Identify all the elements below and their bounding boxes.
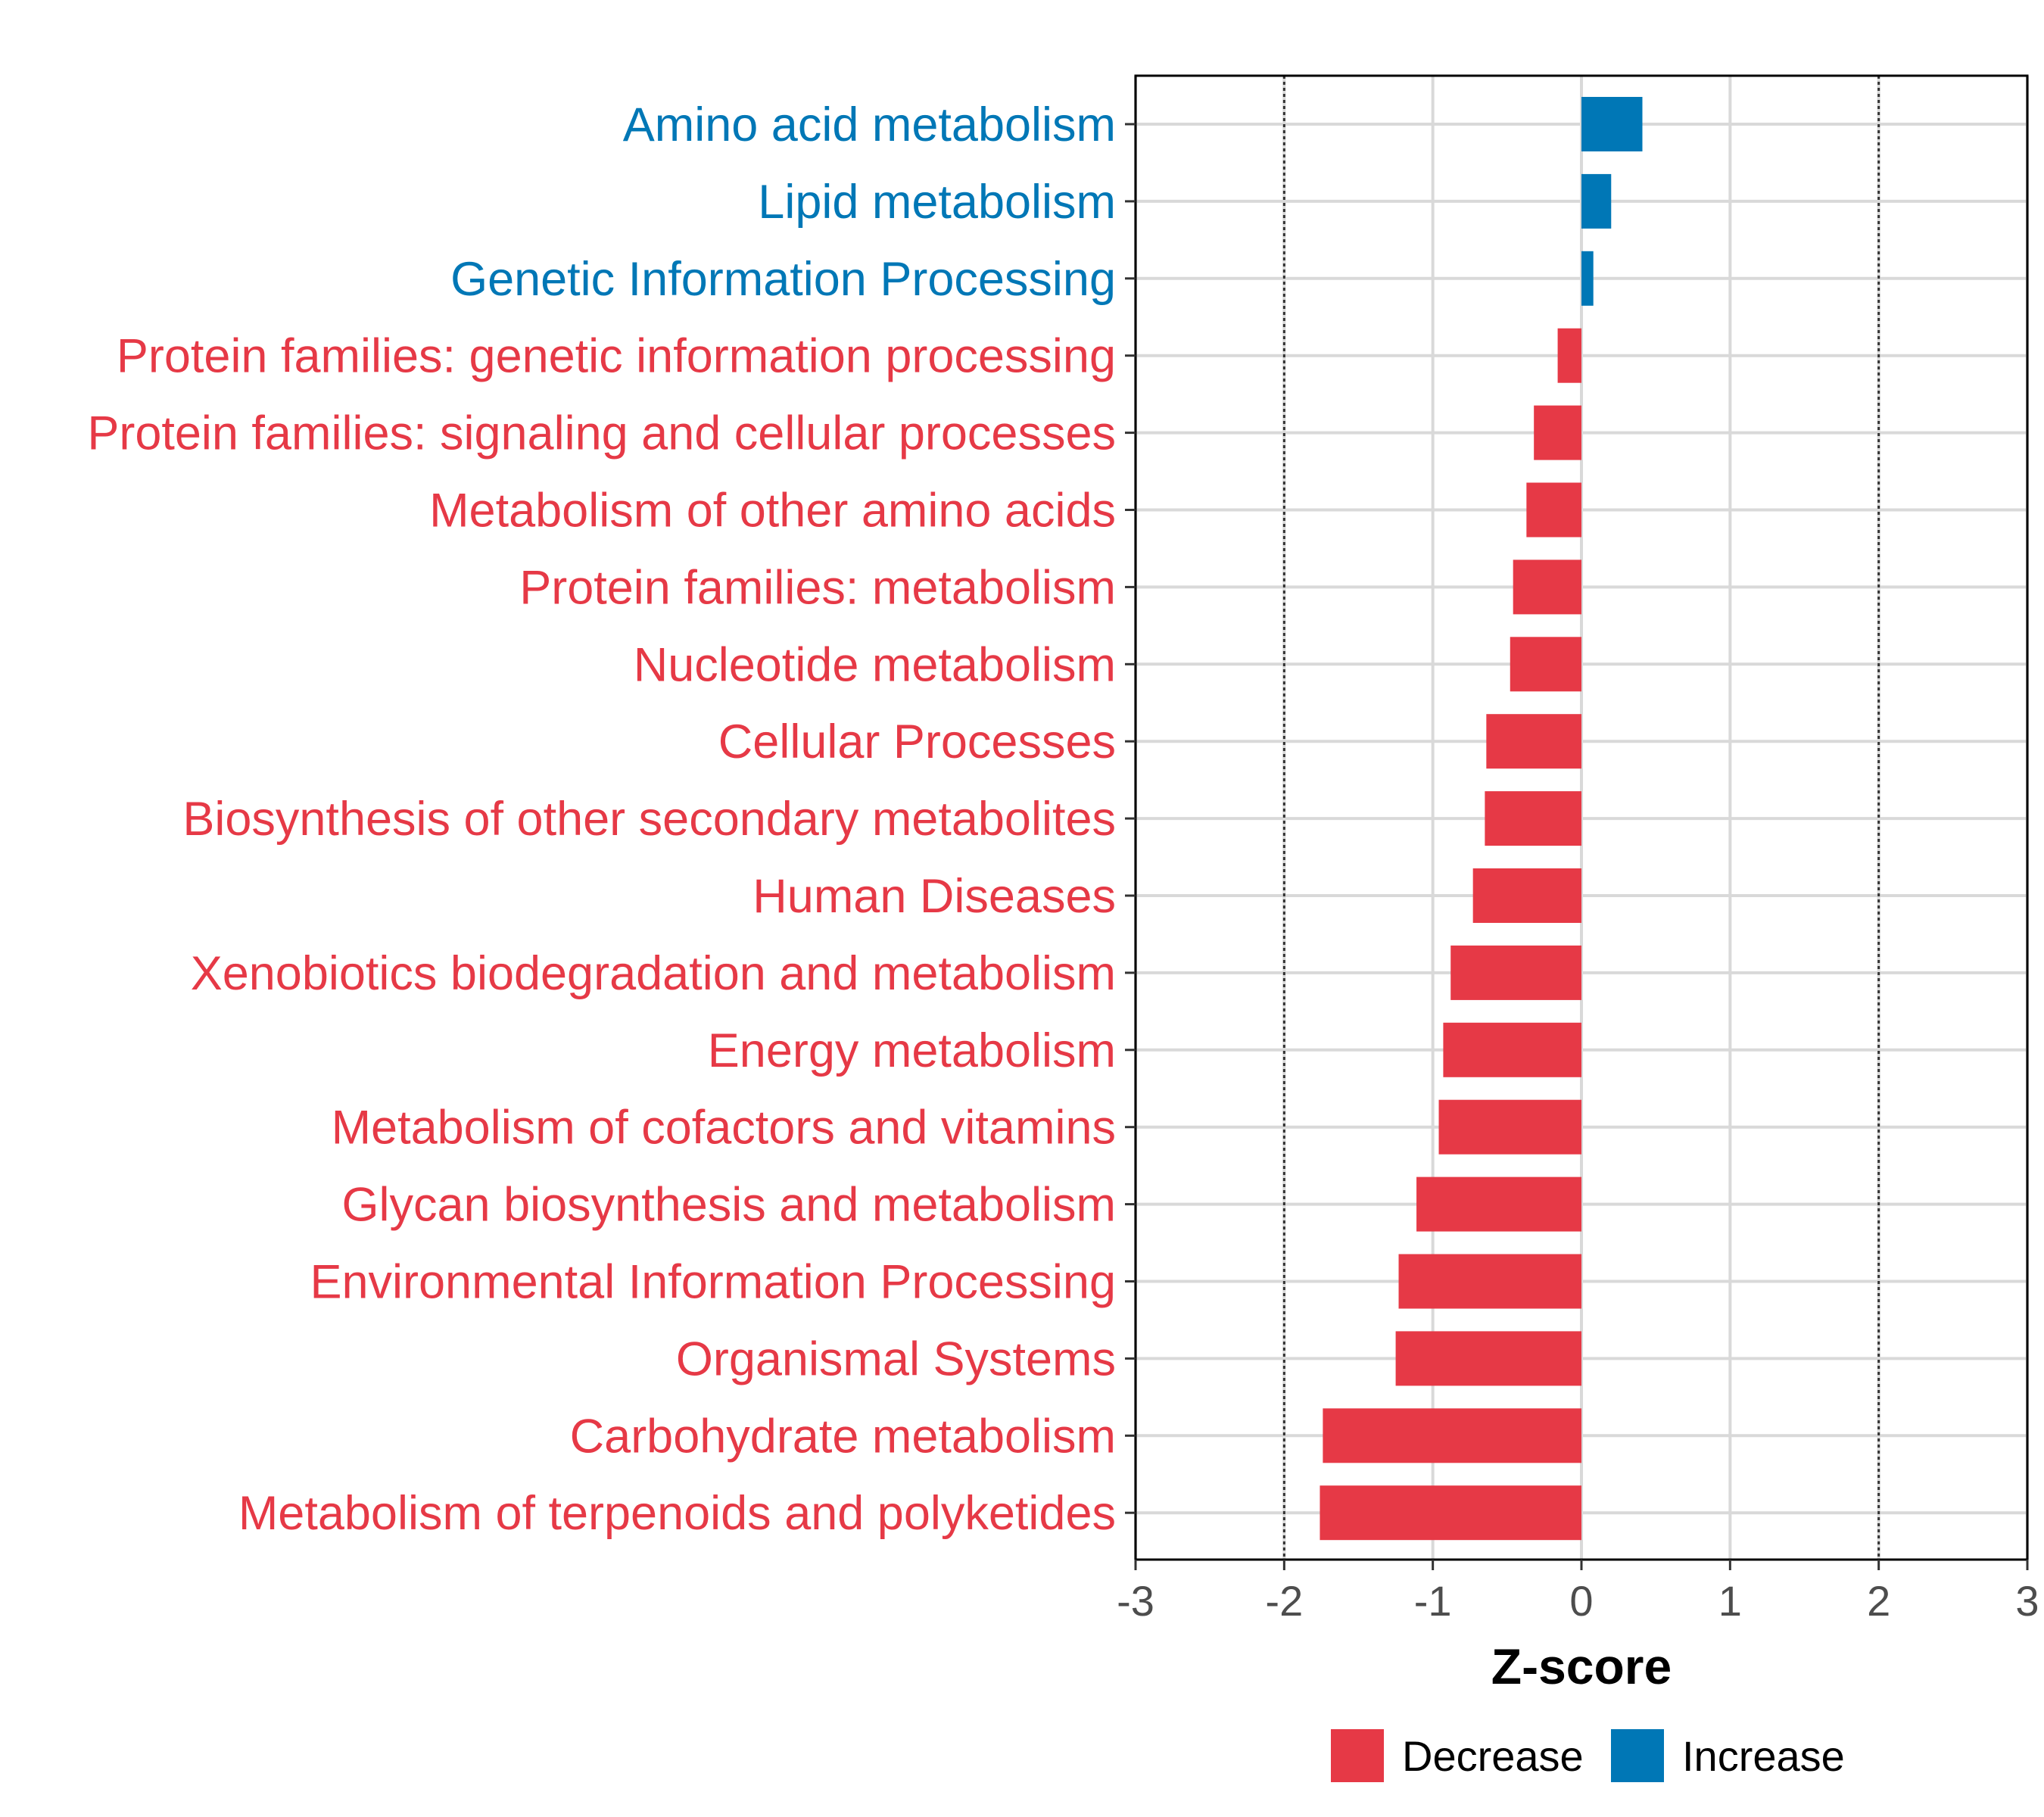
category-label: Glycan biosynthesis and metabolism xyxy=(342,1179,1117,1232)
reference-lines xyxy=(1282,76,1880,1560)
category-label: Metabolism of terpenoids and polyketides xyxy=(238,1487,1116,1540)
bar xyxy=(1485,791,1581,846)
x-tick-label: -1 xyxy=(1414,1577,1452,1625)
category-label: Xenobiotics biodegradation and metabolis… xyxy=(191,947,1116,1000)
bar xyxy=(1472,868,1581,923)
bar xyxy=(1320,1485,1581,1541)
legend-swatch-increase xyxy=(1611,1729,1664,1782)
category-label: Nucleotide metabolism xyxy=(634,638,1116,691)
x-axis-ticks xyxy=(1134,1560,2029,1570)
y-axis-labels: Amino acid metabolism Lipid metabolism Gen… xyxy=(87,98,1116,1540)
bar xyxy=(1438,1099,1581,1155)
x-tick-label: 1 xyxy=(1718,1577,1742,1625)
category-label: Protein families: signaling and cellular… xyxy=(87,407,1116,460)
x-axis-tick-labels: -3 -2 -1 0 1 2 3 xyxy=(1117,1577,2039,1625)
legend: Decrease Increase xyxy=(1331,1729,1845,1782)
bar xyxy=(1323,1408,1581,1463)
bar xyxy=(1510,637,1581,692)
bar xyxy=(1581,173,1612,229)
category-label: Biosynthesis of other secondary metaboli… xyxy=(182,793,1116,846)
legend-swatch-decrease xyxy=(1331,1729,1384,1782)
legend-label-increase: Increase xyxy=(1682,1732,1845,1780)
bar xyxy=(1395,1331,1581,1386)
category-label: Cellular Processes xyxy=(718,715,1116,768)
category-label: Carbohydrate metabolism xyxy=(570,1410,1116,1463)
bar xyxy=(1557,328,1581,383)
bar xyxy=(1581,251,1594,306)
category-label: Metabolism of cofactors and vitamins xyxy=(332,1102,1116,1155)
bar xyxy=(1398,1254,1581,1309)
bar xyxy=(1450,945,1581,1000)
category-label: Environmental Information Processing xyxy=(310,1256,1116,1309)
category-label: Protein families: metabolism xyxy=(519,561,1116,614)
category-label: Amino acid metabolism xyxy=(623,98,1116,151)
bar xyxy=(1443,1022,1581,1077)
bar xyxy=(1534,405,1581,460)
bars xyxy=(1320,97,1643,1541)
bar xyxy=(1581,97,1643,151)
bar xyxy=(1513,559,1581,615)
category-label: Protein families: genetic information pr… xyxy=(117,330,1116,383)
bar xyxy=(1526,482,1581,538)
legend-label-decrease: Decrease xyxy=(1402,1732,1584,1780)
bar xyxy=(1416,1177,1581,1232)
x-axis-title: Z-score xyxy=(1491,1638,1672,1694)
category-label: Human Diseases xyxy=(752,870,1116,923)
x-tick-label: -2 xyxy=(1265,1577,1303,1625)
x-tick-label: -3 xyxy=(1117,1577,1154,1625)
x-tick-label: 0 xyxy=(1569,1577,1593,1625)
category-label: Energy metabolism xyxy=(708,1024,1116,1077)
category-label: Metabolism of other amino acids xyxy=(429,485,1116,538)
x-tick-label: 3 xyxy=(2015,1577,2039,1625)
bar xyxy=(1486,714,1581,769)
category-label: Lipid metabolism xyxy=(758,176,1116,229)
category-label: Genetic Information Processing xyxy=(450,253,1116,306)
x-tick-label: 2 xyxy=(1867,1577,1890,1625)
category-label: Organismal Systems xyxy=(676,1332,1116,1385)
y-axis-ticks xyxy=(1125,123,1136,1514)
